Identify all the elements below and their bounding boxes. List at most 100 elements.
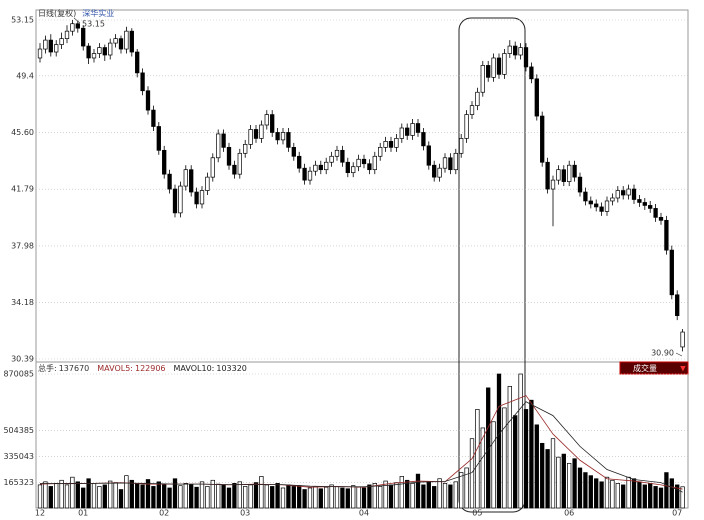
volume-bar — [205, 486, 210, 509]
candle-up — [480, 65, 485, 93]
candle-down — [81, 27, 86, 47]
candle-down — [594, 203, 599, 208]
y-tick-label: 165323 — [3, 478, 34, 487]
y-tick-label: 45.60 — [11, 128, 34, 137]
volume-bar — [135, 483, 140, 509]
volume-bar — [453, 481, 458, 509]
volume-bar — [248, 484, 253, 509]
volume-button-label[interactable]: 成交量 — [633, 363, 657, 373]
candle-up — [113, 38, 118, 44]
y-tick-label: 41.79 — [11, 185, 34, 194]
candle-up — [378, 146, 383, 157]
indicator-label: MAVOL5: — [97, 364, 133, 373]
candle-up — [264, 114, 269, 126]
volume-bar — [162, 484, 167, 509]
candle-up — [70, 23, 75, 32]
high-annotation: 53.15 — [82, 20, 105, 29]
candle-down — [583, 191, 588, 202]
volume-bar — [43, 481, 48, 509]
candle-down — [151, 109, 156, 127]
volume-bar — [626, 476, 631, 509]
candle-up — [567, 164, 572, 182]
volume-bar — [334, 486, 340, 509]
period: 日线(复权) — [38, 8, 76, 18]
volume-bar — [243, 486, 248, 509]
volume-bar — [475, 409, 480, 509]
candle-up — [313, 164, 318, 172]
candle-down — [432, 164, 437, 178]
volume-bar — [297, 485, 302, 509]
candle-up — [383, 141, 388, 148]
volume-bar — [81, 487, 86, 509]
candle-down — [129, 30, 134, 53]
candle-up — [453, 152, 458, 171]
candle-down — [415, 123, 421, 133]
candle-down — [448, 157, 453, 171]
candle-up — [604, 200, 610, 212]
volume-bar — [378, 486, 383, 509]
volume-bar — [572, 458, 577, 509]
candle-up — [210, 157, 215, 178]
candle-up — [399, 127, 404, 139]
volume-bar — [448, 484, 453, 509]
volume-bar — [37, 484, 43, 509]
volume-bar — [329, 484, 334, 509]
candle-up — [216, 133, 221, 159]
y-tick-label: 49.4 — [16, 71, 34, 80]
candle-up — [37, 48, 43, 59]
candle-down — [388, 141, 394, 148]
candle-up — [334, 149, 340, 157]
indicator-label: 总手: — [38, 363, 57, 373]
volume-bar — [496, 373, 502, 509]
candle-down — [631, 188, 637, 200]
volume-bar — [102, 484, 107, 509]
volume-bar — [178, 485, 183, 509]
volume-bar — [124, 475, 129, 509]
volume-bar — [415, 473, 421, 509]
dropdown-icon[interactable]: ▼ — [680, 365, 686, 373]
candle-down — [232, 164, 237, 175]
volume-bar — [577, 467, 583, 509]
y-tick-label: 37.98 — [11, 241, 34, 250]
volume-bar — [167, 487, 172, 509]
volume-bar — [588, 475, 593, 509]
volume-bar — [523, 409, 529, 509]
candle-up — [307, 170, 313, 181]
annotation-pointer — [73, 17, 81, 24]
candle-up — [615, 190, 620, 199]
volume-bar — [75, 481, 80, 509]
volume-bar — [583, 472, 588, 509]
candle-down — [253, 129, 259, 139]
candle-down — [653, 208, 658, 218]
volume-bar — [464, 467, 469, 509]
candle-up — [329, 155, 334, 163]
candle-down — [421, 132, 426, 147]
highlight-box — [458, 17, 526, 513]
candle-down — [302, 167, 307, 181]
candle-up — [507, 45, 512, 54]
x-tick-label: 02 — [159, 509, 169, 518]
candle-up — [178, 185, 183, 214]
volume-bar — [351, 485, 356, 509]
volume-bar — [194, 486, 199, 509]
volume-bar — [221, 484, 226, 509]
volume-bar — [340, 487, 345, 509]
volume-bar — [91, 483, 97, 509]
candle-up — [410, 123, 415, 136]
y-tick-label: 30.39 — [11, 355, 34, 364]
candle-down — [534, 78, 539, 117]
candle-down — [318, 164, 323, 171]
candle-up — [610, 197, 615, 202]
low-annotation: 30.90 — [651, 349, 674, 358]
volume-bar — [356, 486, 361, 509]
volume-bar — [491, 421, 496, 509]
volume-bar — [394, 482, 399, 509]
candle-down — [513, 45, 518, 56]
indicator-value: 122906 — [135, 364, 166, 373]
volume-bar — [237, 481, 242, 509]
candle-down — [669, 249, 674, 296]
candle-down — [367, 163, 372, 171]
volume-bar — [680, 486, 685, 509]
candle-up — [43, 39, 48, 50]
